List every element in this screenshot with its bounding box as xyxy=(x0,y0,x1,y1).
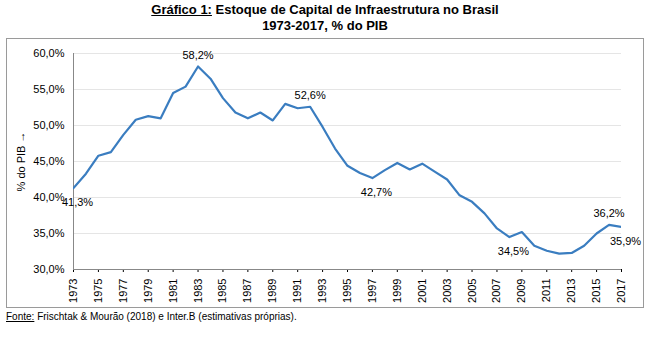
svg-text:60,0%: 60,0% xyxy=(33,47,64,59)
svg-text:2013: 2013 xyxy=(565,279,577,303)
svg-text:1999: 1999 xyxy=(391,279,403,303)
svg-text:30,0%: 30,0% xyxy=(33,263,64,275)
svg-text:1995: 1995 xyxy=(341,279,353,303)
svg-text:40,0%: 40,0% xyxy=(33,191,64,203)
svg-text:2001: 2001 xyxy=(416,279,428,303)
html-text:Gráfico 1: Estoque de Capital: Gráfico 1: Estoque de Capital de Infraes… xyxy=(151,2,499,17)
svg-text:55,0%: 55,0% xyxy=(33,83,64,95)
svg-text:1983: 1983 xyxy=(192,279,204,303)
svg-text:1985: 1985 xyxy=(216,279,228,303)
html-text:1973-2017, % do PIB: 1973-2017, % do PIB xyxy=(262,18,388,33)
svg-text:1989: 1989 xyxy=(266,279,278,303)
svg-text:1979: 1979 xyxy=(142,279,154,303)
svg-text:1981: 1981 xyxy=(167,279,179,303)
svg-text:1993: 1993 xyxy=(316,279,328,303)
svg-text:1973: 1973 xyxy=(67,279,79,303)
svg-text:58,2%: 58,2% xyxy=(182,49,213,61)
svg-text:2011: 2011 xyxy=(540,279,552,303)
svg-text:36,2%: 36,2% xyxy=(593,207,624,219)
svg-text:52,6%: 52,6% xyxy=(295,89,326,101)
svg-text:35,9%: 35,9% xyxy=(610,235,641,247)
svg-text:2015: 2015 xyxy=(590,279,602,303)
svg-text:34,5%: 34,5% xyxy=(498,245,529,257)
html-text:Fonte: Frischtak & Mourão (201: Fonte: Frischtak & Mourão (2018) e Inter… xyxy=(6,311,297,322)
svg-text:2007: 2007 xyxy=(490,279,502,303)
svg-text:1997: 1997 xyxy=(366,279,378,303)
svg-text:2005: 2005 xyxy=(466,279,478,303)
svg-text:35,0%: 35,0% xyxy=(33,227,64,239)
svg-text:2003: 2003 xyxy=(441,279,453,303)
svg-text:1991: 1991 xyxy=(291,279,303,303)
svg-text:50,0%: 50,0% xyxy=(33,119,64,131)
svg-text:% do PIB →: % do PIB → xyxy=(15,132,27,192)
svg-text:45,0%: 45,0% xyxy=(33,155,64,167)
svg-text:1975: 1975 xyxy=(92,279,104,303)
svg-text:2009: 2009 xyxy=(515,279,527,303)
svg-text:2017: 2017 xyxy=(615,279,627,303)
svg-text:42,7%: 42,7% xyxy=(361,186,392,198)
svg-text:1987: 1987 xyxy=(241,279,253,303)
svg-text:1977: 1977 xyxy=(117,279,129,303)
svg-text:41,3%: 41,3% xyxy=(62,196,93,208)
